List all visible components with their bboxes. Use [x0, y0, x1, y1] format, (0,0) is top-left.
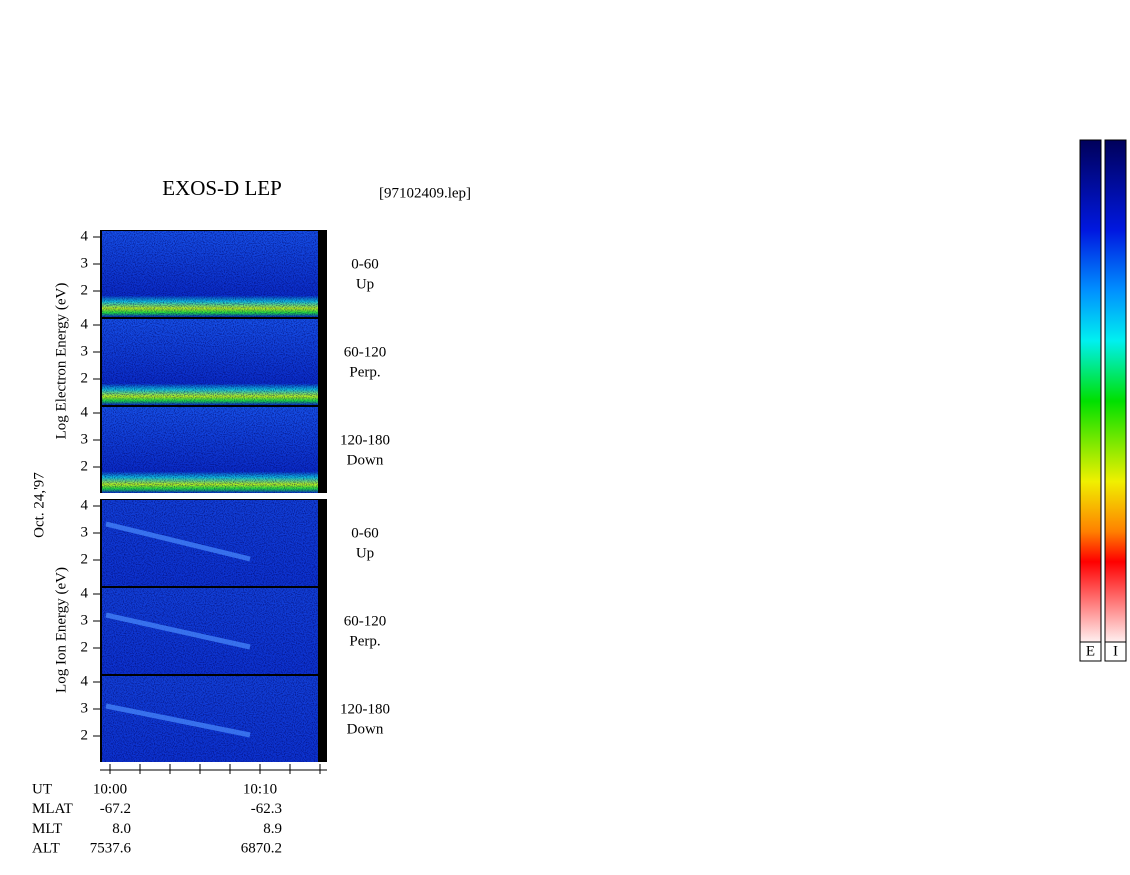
row-value: 10:10 — [243, 781, 277, 797]
row-label: MLT — [32, 821, 62, 837]
y-tick-label: 2 — [81, 282, 89, 298]
spectrogram-noise — [102, 676, 318, 762]
colorbar-label: E — [1086, 643, 1095, 659]
row-value: 10:00 — [93, 781, 127, 797]
y-tick-label: 2 — [81, 727, 89, 743]
panel-range: 0-60 — [351, 256, 379, 272]
y-tick-label: 3 — [81, 431, 89, 447]
spectrogram-noise — [102, 407, 318, 493]
colorbar — [1104, 139, 1127, 643]
panel-range: 60-120 — [344, 613, 387, 629]
panel-range: 60-120 — [344, 344, 387, 360]
y-tick-label: 3 — [81, 255, 89, 271]
y-tick-label: 3 — [81, 700, 89, 716]
y-tick-label: 3 — [81, 524, 89, 540]
row-value: 8.0 — [112, 821, 131, 837]
panel-direction: Down — [347, 452, 384, 468]
y-tick-label: 2 — [81, 370, 89, 386]
spectrogram-noise — [102, 231, 318, 317]
panel-direction: Down — [347, 721, 384, 737]
ion-band — [105, 612, 251, 650]
y-tick-label: 4 — [81, 497, 89, 513]
row-label: ALT — [32, 841, 60, 857]
y-tick-label: 3 — [81, 343, 89, 359]
row-value: 6870.2 — [241, 841, 282, 857]
colorbar-label-box — [1079, 641, 1102, 662]
y-tick-label: 2 — [81, 551, 89, 567]
y-tick-label: 4 — [81, 316, 89, 332]
y-tick-label: 4 — [81, 673, 89, 689]
spectrogram-noise — [102, 500, 318, 586]
panel-range: 120-180 — [340, 432, 390, 448]
panel-direction: Up — [356, 276, 374, 292]
axis-label: Log Electron Energy (eV) — [53, 283, 69, 440]
colorbar — [1079, 139, 1102, 643]
colorbar-label: I — [1113, 643, 1118, 659]
spectrogram-noise — [102, 319, 318, 405]
date: Oct. 24,'97 — [31, 472, 47, 538]
axis-label: Log Ion Energy (eV) — [53, 567, 69, 693]
y-tick-label: 2 — [81, 458, 89, 474]
file-name: [97102409.lep] — [379, 185, 471, 201]
colorbar-label-box — [1104, 641, 1127, 662]
row-label: UT — [32, 781, 52, 797]
panel-range: 120-180 — [340, 701, 390, 717]
row-label: MLAT — [32, 801, 73, 817]
y-tick-label: 4 — [81, 404, 89, 420]
spectrogram-noise — [102, 588, 318, 674]
row-value: -67.2 — [100, 801, 131, 817]
title: EXOS-D LEP — [162, 176, 282, 200]
panel-direction: Up — [356, 545, 374, 561]
row-value: 7537.6 — [90, 841, 132, 857]
row-value: -62.3 — [251, 801, 282, 817]
y-tick-label: 2 — [81, 639, 89, 655]
ion-band — [105, 521, 251, 562]
panel-direction: Perp. — [349, 364, 380, 380]
y-tick-label: 3 — [81, 612, 89, 628]
ion-band — [105, 703, 251, 738]
row-value: 8.9 — [263, 821, 282, 837]
panel-direction: Perp. — [349, 633, 380, 649]
y-tick-label: 4 — [81, 585, 89, 601]
panel-range: 0-60 — [351, 525, 379, 541]
y-tick-label: 4 — [81, 228, 89, 244]
